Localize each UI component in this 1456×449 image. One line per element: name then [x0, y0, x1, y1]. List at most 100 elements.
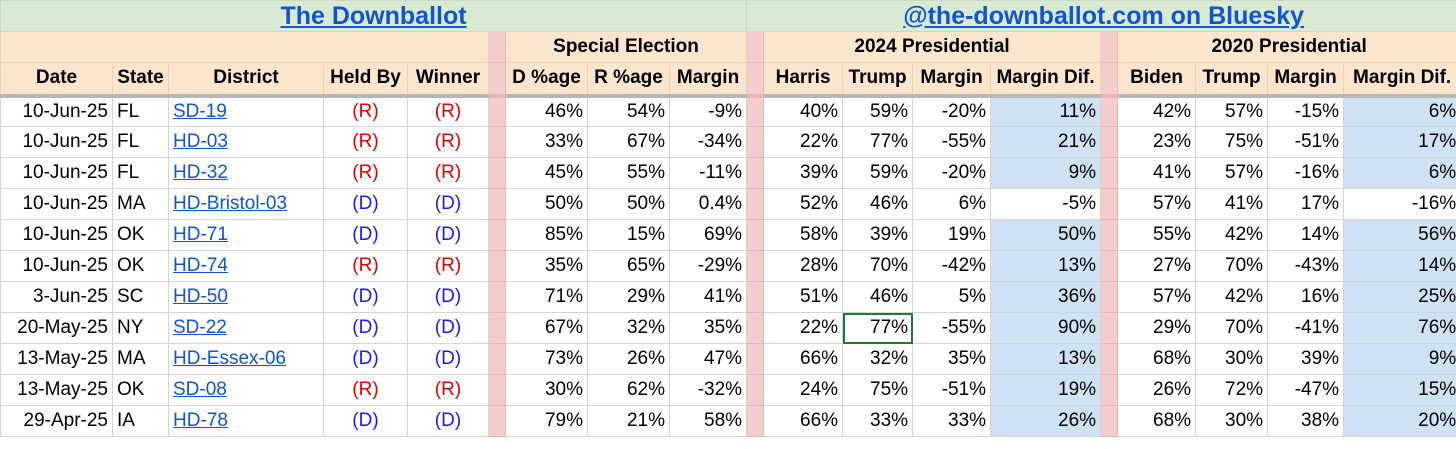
cell-state[interactable]: FL [112, 95, 169, 127]
cell-margin-dif-2020[interactable]: 25% [1343, 281, 1456, 313]
cell-r-pct[interactable]: 65% [587, 250, 670, 282]
cell-winner[interactable]: (D) [407, 281, 489, 313]
district-link[interactable]: HD-Bristol-03 [173, 193, 288, 214]
cell-date[interactable]: 10-Jun-25 [0, 126, 113, 158]
cell-margin-dif-2020[interactable]: 56% [1343, 219, 1456, 251]
cell-district[interactable]: HD-32 [168, 157, 324, 189]
cell-date[interactable]: 10-Jun-25 [0, 250, 113, 282]
cell-harris[interactable]: 22% [763, 126, 844, 158]
cell-r-pct[interactable]: 15% [587, 219, 670, 251]
cell-harris[interactable]: 66% [763, 343, 844, 375]
cell-r-pct[interactable]: 62% [587, 374, 670, 406]
cell-margin-2024[interactable]: -42% [912, 250, 992, 282]
header-r-pct[interactable]: R %age [587, 62, 670, 98]
cell-winner[interactable]: (R) [407, 250, 489, 282]
cell-trump-2024[interactable]: 59% [842, 157, 914, 189]
cell-margin-2020[interactable]: -15% [1267, 95, 1345, 127]
cell-trump-2020[interactable]: 70% [1195, 250, 1269, 282]
cell-biden[interactable]: 26% [1117, 374, 1197, 406]
cell-r-pct[interactable]: 50% [587, 188, 670, 220]
cell-date[interactable]: 13-May-25 [0, 343, 113, 375]
cell-held-by[interactable]: (R) [323, 250, 408, 282]
header-margin-dif-2024[interactable]: Margin Dif. [990, 62, 1102, 98]
cell-state[interactable]: SC [112, 281, 169, 313]
cell-margin[interactable]: 47% [668, 343, 748, 375]
district-link[interactable]: HD-Essex-06 [173, 348, 286, 369]
cell-margin-2024[interactable]: -55% [912, 312, 992, 344]
cell-margin-2024[interactable]: 5% [912, 281, 992, 313]
district-link[interactable]: SD-19 [173, 100, 227, 122]
district-link[interactable]: HD-78 [173, 410, 228, 431]
cell-biden[interactable]: 41% [1117, 157, 1197, 189]
cell-r-pct[interactable]: 21% [587, 405, 670, 437]
cell-date[interactable]: 10-Jun-25 [0, 95, 113, 127]
cell-date[interactable]: 10-Jun-25 [0, 219, 113, 251]
cell-winner[interactable]: (R) [407, 95, 489, 127]
cell-harris[interactable]: 22% [763, 312, 844, 344]
cell-winner[interactable]: (D) [407, 312, 489, 344]
cell-r-pct[interactable]: 32% [587, 312, 670, 344]
cell-biden[interactable]: 57% [1117, 188, 1197, 220]
cell-state[interactable]: MA [112, 343, 169, 375]
cell-trump-2020[interactable]: 30% [1195, 405, 1269, 437]
cell-margin-2024[interactable]: 33% [912, 405, 992, 437]
header-margin[interactable]: Margin [668, 62, 748, 98]
cell-biden[interactable]: 68% [1117, 343, 1197, 375]
cell-trump-2020[interactable]: 57% [1195, 95, 1269, 127]
cell-biden[interactable]: 68% [1117, 405, 1197, 437]
cell-winner[interactable]: (D) [407, 343, 489, 375]
cell-margin-dif-2020[interactable]: 6% [1343, 95, 1456, 127]
cell-district[interactable]: HD-50 [168, 281, 324, 313]
cell-margin[interactable]: 41% [668, 281, 748, 313]
district-link[interactable]: HD-71 [173, 224, 228, 245]
cell-margin-2024[interactable]: 19% [912, 219, 992, 251]
cell-trump-2020[interactable]: 42% [1195, 219, 1269, 251]
cell-trump-2020[interactable]: 57% [1195, 157, 1269, 189]
cell-state[interactable]: FL [112, 126, 169, 158]
cell-margin-2020[interactable]: 39% [1267, 343, 1345, 375]
cell-winner[interactable]: (R) [407, 157, 489, 189]
cell-margin[interactable]: 58% [668, 405, 748, 437]
cell-trump-2020[interactable]: 30% [1195, 343, 1269, 375]
cell-d-pct[interactable]: 73% [505, 343, 588, 375]
district-link[interactable]: SD-08 [173, 379, 227, 400]
cell-d-pct[interactable]: 85% [505, 219, 588, 251]
cell-margin-dif-2024[interactable]: 9% [990, 157, 1102, 189]
cell-trump-2024[interactable]: 33% [842, 405, 914, 437]
cell-d-pct[interactable]: 33% [505, 126, 588, 158]
cell-district[interactable]: HD-71 [168, 219, 324, 251]
cell-date[interactable]: 10-Jun-25 [0, 157, 113, 189]
district-link[interactable]: HD-50 [173, 286, 228, 307]
cell-trump-2024[interactable]: 46% [842, 188, 914, 220]
cell-trump-2024[interactable]: 75% [842, 374, 914, 406]
district-link[interactable]: SD-22 [173, 317, 227, 338]
cell-held-by[interactable]: (D) [323, 312, 408, 344]
cell-state[interactable]: OK [112, 374, 169, 406]
cell-margin-dif-2024[interactable]: 36% [990, 281, 1102, 313]
cell-district[interactable]: HD-03 [168, 126, 324, 158]
cell-held-by[interactable]: (D) [323, 405, 408, 437]
cell-margin-2020[interactable]: -41% [1267, 312, 1345, 344]
cell-r-pct[interactable]: 54% [587, 95, 670, 127]
cell-d-pct[interactable]: 35% [505, 250, 588, 282]
cell-harris[interactable]: 28% [763, 250, 844, 282]
cell-date[interactable]: 13-May-25 [0, 374, 113, 406]
cell-margin[interactable]: -32% [668, 374, 748, 406]
cell-district[interactable]: HD-74 [168, 250, 324, 282]
cell-trump-2024[interactable]: 77% [842, 126, 914, 158]
cell-margin-2020[interactable]: -51% [1267, 126, 1345, 158]
cell-margin-dif-2024[interactable]: -5% [990, 188, 1102, 220]
cell-margin-dif-2020[interactable]: -16% [1343, 188, 1456, 220]
cell-d-pct[interactable]: 30% [505, 374, 588, 406]
cell-r-pct[interactable]: 26% [587, 343, 670, 375]
cell-trump-2020[interactable]: 75% [1195, 126, 1269, 158]
cell-state[interactable]: OK [112, 250, 169, 282]
header-date[interactable]: Date [0, 62, 113, 98]
cell-trump-2024[interactable]: 32% [842, 343, 914, 375]
cell-margin-2020[interactable]: -47% [1267, 374, 1345, 406]
cell-held-by[interactable]: (D) [323, 188, 408, 220]
cell-trump-2024[interactable]: 70% [842, 250, 914, 282]
cell-state[interactable]: OK [112, 219, 169, 251]
cell-margin[interactable]: -11% [668, 157, 748, 189]
cell-margin-dif-2024[interactable]: 13% [990, 250, 1102, 282]
